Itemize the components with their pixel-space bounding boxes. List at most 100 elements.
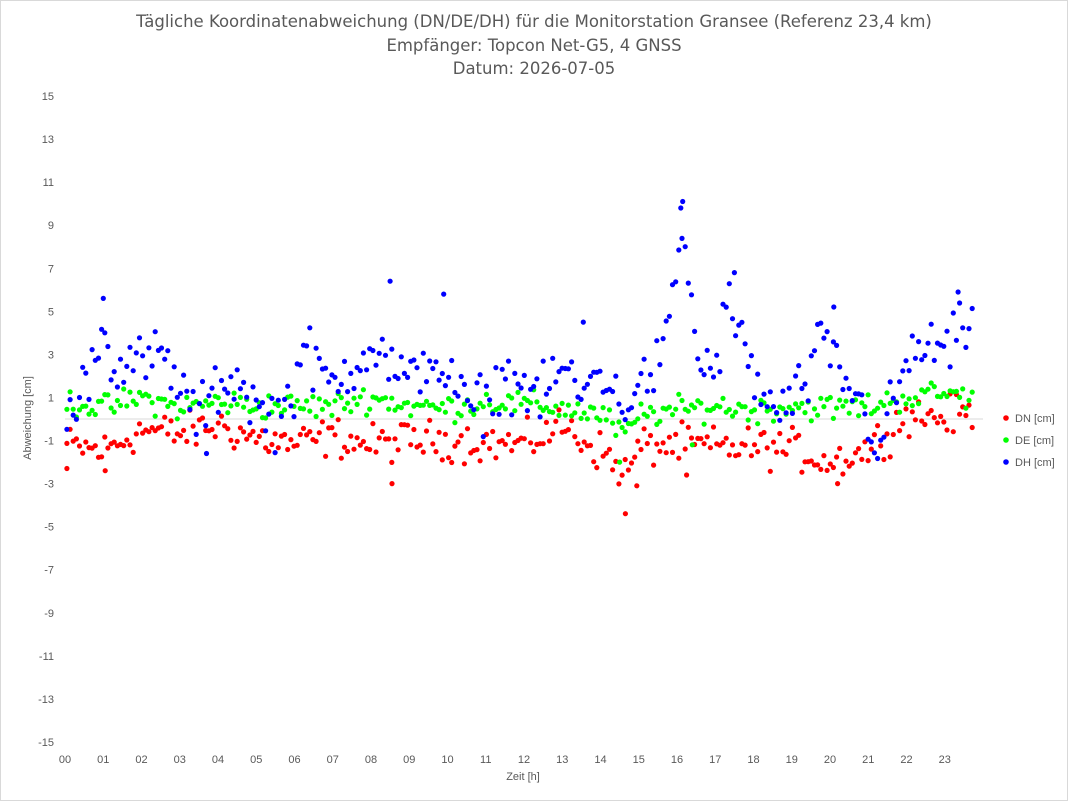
- data-point: [731, 270, 738, 276]
- data-point: [100, 295, 106, 301]
- data-point: [442, 431, 448, 437]
- data-point: [745, 363, 751, 370]
- data-point: [294, 398, 300, 404]
- data-point: [897, 379, 903, 385]
- data-point: [704, 347, 710, 353]
- data-point: [666, 434, 673, 440]
- data-point: [392, 407, 398, 413]
- data-point: [748, 353, 755, 359]
- data-point: [405, 399, 411, 406]
- data-point: [124, 437, 130, 443]
- data-point: [969, 305, 975, 312]
- data-point: [966, 326, 972, 332]
- data-point: [524, 408, 531, 414]
- data-point: [162, 356, 168, 362]
- data-point: [483, 383, 489, 389]
- data-point: [799, 400, 805, 406]
- data-point: [789, 410, 796, 416]
- x-tick-label: 05: [250, 754, 262, 766]
- data-point: [114, 384, 120, 390]
- data-point: [203, 450, 210, 457]
- data-point: [617, 459, 623, 465]
- data-point: [414, 365, 420, 371]
- data-point: [294, 442, 300, 448]
- data-point: [335, 388, 341, 395]
- data-point: [73, 416, 79, 422]
- data-point: [127, 442, 133, 448]
- data-point: [487, 402, 493, 408]
- data-point: [553, 418, 559, 424]
- data-point: [133, 401, 139, 407]
- data-point: [149, 400, 155, 406]
- data-point: [184, 394, 190, 400]
- data-point: [420, 449, 426, 455]
- data-point: [209, 385, 215, 391]
- data-point: [770, 418, 777, 424]
- data-point: [505, 431, 512, 438]
- data-point: [770, 439, 777, 445]
- data-point: [603, 450, 609, 456]
- x-tick-label: 22: [900, 754, 912, 766]
- data-point: [275, 397, 281, 403]
- data-point: [543, 405, 550, 411]
- data-point: [319, 419, 325, 425]
- data-point: [635, 382, 641, 388]
- y-tick-label: -1: [44, 436, 54, 448]
- data-point: [477, 400, 483, 406]
- data-point: [89, 347, 95, 353]
- data-point: [565, 366, 572, 372]
- data-point: [673, 406, 679, 412]
- data-point: [840, 386, 846, 393]
- data-point: [282, 396, 288, 402]
- data-point: [957, 300, 963, 306]
- data-point: [105, 445, 111, 451]
- data-point: [553, 379, 559, 385]
- data-point: [634, 483, 640, 489]
- data-point: [436, 429, 442, 435]
- data-point: [830, 339, 837, 345]
- data-point: [837, 397, 843, 403]
- data-point: [622, 511, 629, 517]
- data-point: [272, 431, 278, 437]
- data-point: [99, 326, 105, 332]
- data-point: [944, 427, 950, 433]
- data-point: [619, 472, 625, 478]
- data-point: [477, 372, 483, 378]
- y-tick-label: 3: [48, 349, 54, 361]
- data-point: [751, 407, 758, 413]
- data-point: [682, 244, 688, 250]
- data-point: [799, 385, 805, 392]
- data-point: [209, 426, 215, 433]
- data-point: [761, 391, 767, 397]
- data-point: [619, 409, 625, 415]
- data-point: [376, 350, 382, 356]
- data-point: [603, 417, 609, 423]
- data-point: [316, 430, 322, 436]
- data-point: [490, 428, 496, 435]
- data-point: [912, 395, 919, 401]
- data-point: [477, 458, 483, 464]
- data-point: [181, 409, 187, 415]
- data-point: [521, 436, 527, 442]
- data-point: [957, 411, 963, 417]
- data-point: [386, 376, 392, 382]
- data-point: [701, 421, 707, 427]
- data-point: [682, 446, 688, 452]
- data-point: [802, 381, 808, 387]
- data-point: [922, 352, 928, 359]
- data-point: [934, 420, 941, 426]
- data-point: [423, 379, 430, 385]
- data-point: [903, 401, 909, 407]
- data-point: [856, 413, 862, 419]
- data-point: [821, 335, 827, 341]
- data-point: [215, 409, 221, 415]
- data-point: [887, 379, 893, 385]
- data-point: [578, 396, 584, 402]
- data-point: [108, 377, 114, 383]
- y-tick-label: 15: [42, 91, 54, 103]
- data-point: [130, 398, 136, 404]
- data-point: [146, 429, 152, 435]
- x-tick-label: 11: [480, 754, 491, 766]
- data-point: [957, 394, 963, 400]
- data-point: [461, 461, 467, 467]
